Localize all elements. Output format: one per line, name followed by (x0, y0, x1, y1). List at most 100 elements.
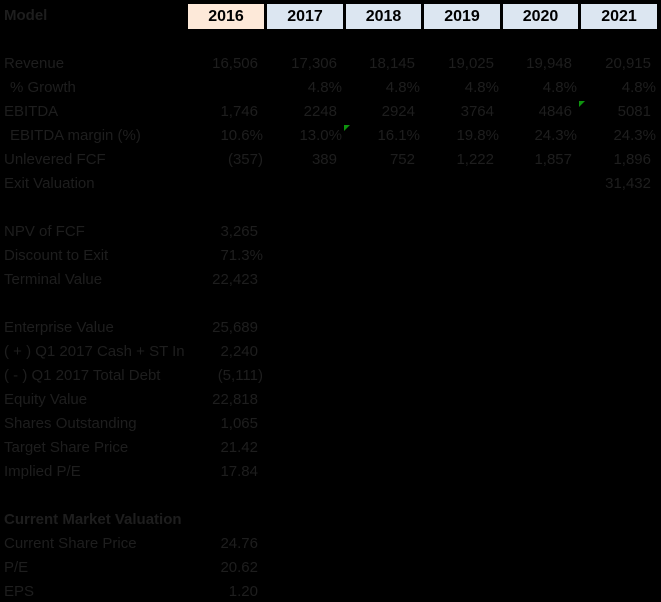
row-label[interactable]: ( + ) Q1 2017 Cash + ST In (4, 343, 185, 360)
year-header-2021[interactable]: 2021 (578, 4, 657, 29)
empty-cell (264, 268, 343, 292)
cell-value[interactable]: 1,857 (534, 151, 572, 168)
cell-value[interactable]: 1,896 (613, 151, 651, 168)
empty-cell (0, 484, 185, 508)
empty-cell (0, 28, 185, 52)
cell-value[interactable]: (357) (227, 151, 263, 168)
empty-cell (421, 508, 500, 532)
row-label[interactable]: Exit Valuation (4, 175, 95, 192)
cell-value[interactable]: 2924 (381, 103, 415, 120)
cell-value[interactable]: 71.3% (220, 247, 263, 264)
cell-value[interactable]: 20,915 (605, 55, 651, 72)
year-header-2016[interactable]: 2016 (185, 4, 264, 29)
empty-cell (185, 196, 264, 220)
row-label[interactable]: Terminal Value (4, 271, 103, 288)
empty-cell (578, 556, 657, 580)
cell-value[interactable]: 19,025 (448, 55, 494, 72)
row-label[interactable]: Enterprise Value (4, 319, 114, 336)
error-indicator-icon (344, 125, 350, 131)
cell-value[interactable]: 13.0% (299, 127, 342, 144)
cell-value[interactable]: 21.42 (220, 439, 258, 456)
row-label[interactable]: Target Share Price (4, 439, 129, 456)
header-row: Model 2016 2017 2018 2019 2020 2021 (0, 4, 661, 29)
cell-value[interactable]: 3764 (460, 103, 494, 120)
cell-value[interactable]: 1.20 (228, 583, 258, 600)
cell-value[interactable]: 17.84 (220, 463, 258, 480)
cell-value[interactable]: 16.1% (343, 124, 421, 148)
row-label[interactable]: Current Market Valuation (4, 511, 182, 528)
year-header-2020[interactable]: 2020 (500, 4, 578, 29)
row-label[interactable]: ( - ) Q1 2017 Total Debt (4, 367, 161, 384)
empty-cell (0, 292, 185, 316)
row-label[interactable]: EBITDA (4, 103, 59, 120)
empty-cell (343, 364, 421, 388)
cell-value[interactable]: 3,265 (220, 223, 258, 240)
row-label[interactable]: Revenue (4, 55, 65, 72)
empty-cell (421, 388, 500, 412)
empty-cell (343, 220, 421, 244)
row-label[interactable]: Equity Value (4, 391, 88, 408)
empty-cell (578, 508, 657, 532)
row-label[interactable]: EBITDA margin (%) (10, 127, 141, 144)
empty-cell (421, 484, 500, 508)
empty-cell (421, 172, 500, 196)
cell-value[interactable]: 31,432 (605, 175, 651, 192)
cell-value[interactable]: 19,948 (526, 55, 572, 72)
cell-value[interactable]: 1,222 (456, 151, 494, 168)
cell-value[interactable]: 25,689 (212, 319, 258, 336)
row-label[interactable]: P/E (4, 559, 29, 576)
cell-value[interactable]: 16,506 (212, 55, 258, 72)
empty-cell (500, 28, 578, 52)
cell-value[interactable]: 2248 (303, 103, 337, 120)
year-header-2019[interactable]: 2019 (421, 4, 500, 29)
table-row: Equity Value 22,818 (0, 388, 661, 412)
row-label[interactable]: Shares Outstanding (4, 415, 137, 432)
empty-cell (500, 484, 578, 508)
cell-value[interactable]: 19.8% (456, 127, 499, 144)
cell-value[interactable]: 4.8% (464, 79, 499, 96)
year-header-2017[interactable]: 2017 (264, 4, 343, 29)
cell-value[interactable]: (5,111) (217, 367, 263, 384)
cell-value[interactable]: 22,423 (212, 271, 258, 288)
empty-cell (343, 268, 421, 292)
cell-value[interactable]: 10.6% (220, 127, 263, 144)
year-header-2018[interactable]: 2018 (343, 4, 421, 29)
row-label[interactable]: Implied P/E (4, 463, 81, 480)
cell-value[interactable]: 22,818 (212, 391, 258, 408)
cell-value[interactable]: 18,145 (369, 55, 415, 72)
empty-cell (185, 28, 264, 52)
cell-value[interactable]: 24.76 (220, 535, 258, 552)
row-label[interactable]: NPV of FCF (4, 223, 85, 240)
empty-cell (343, 28, 421, 52)
empty-cell (343, 412, 421, 436)
empty-cell (578, 268, 657, 292)
cell-value[interactable]: 2,240 (220, 343, 258, 360)
empty-cell (500, 244, 578, 268)
cell-value[interactable]: 4.8% (307, 79, 342, 96)
row-label[interactable]: EPS (4, 583, 35, 600)
row-label[interactable]: Current Share Price (4, 535, 137, 552)
empty-cell (264, 556, 343, 580)
cell-value[interactable]: 1,746 (220, 103, 258, 120)
cell-value[interactable]: 5081 (578, 100, 657, 124)
cell-value[interactable]: 752 (389, 151, 415, 168)
cell-value[interactable]: 20.62 (220, 559, 258, 576)
row-label[interactable]: Discount to Exit (4, 247, 109, 264)
cell-value[interactable]: 1,065 (220, 415, 258, 432)
cell-value[interactable]: 4.8% (385, 79, 420, 96)
row-label[interactable]: Unlevered FCF (4, 151, 106, 168)
cell-value[interactable]: 24.3% (534, 127, 577, 144)
cell-value[interactable]: 4846 (538, 103, 572, 120)
cell-value[interactable]: 4.8% (542, 79, 577, 96)
cell-value[interactable]: 24.3% (613, 127, 656, 144)
row-label[interactable]: % Growth (10, 79, 76, 96)
cell-value[interactable]: 17,306 (291, 55, 337, 72)
cell-value[interactable]: 4.8% (621, 79, 656, 96)
table-row: Current Market Valuation (0, 508, 661, 532)
empty-cell (264, 28, 343, 52)
cell-value[interactable]: 389 (311, 151, 337, 168)
empty-cell (264, 412, 343, 436)
table-row: Exit Valuation 31,432 (0, 172, 661, 196)
empty-cell (264, 508, 343, 532)
